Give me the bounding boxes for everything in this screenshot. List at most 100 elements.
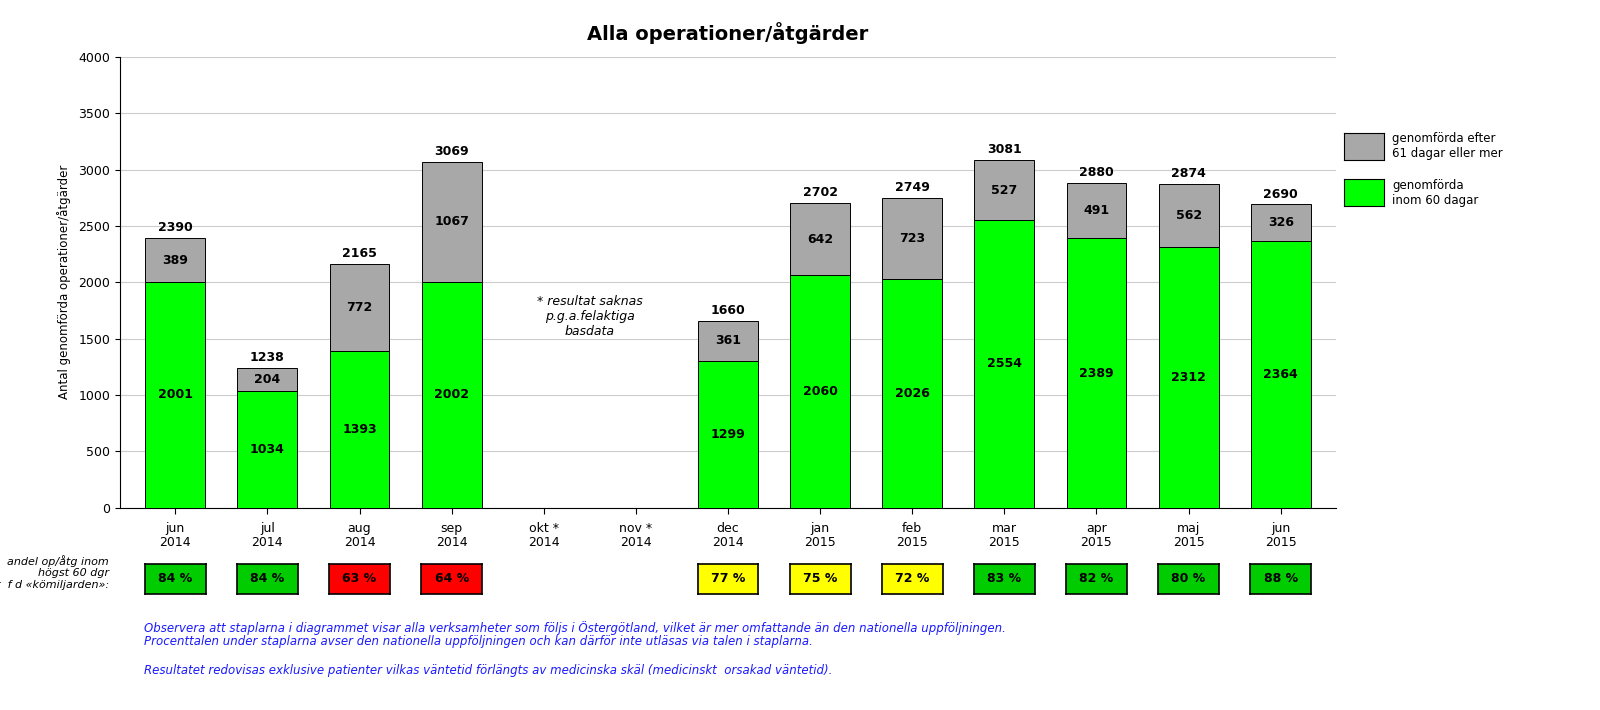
Text: 2014: 2014 xyxy=(251,536,283,549)
Text: 1299: 1299 xyxy=(710,428,746,441)
Text: jan: jan xyxy=(811,522,830,535)
Text: 2014: 2014 xyxy=(160,536,190,549)
Text: 326: 326 xyxy=(1267,217,1294,229)
Bar xyxy=(330,263,389,351)
Text: Resultatet redovisas exklusive patienter vilkas väntetid förlängts av medicinska: Resultatet redovisas exklusive patienter… xyxy=(144,665,832,677)
Bar xyxy=(1067,183,1126,239)
Bar xyxy=(1158,184,1219,247)
Bar xyxy=(790,275,850,508)
Bar xyxy=(422,162,482,282)
Title: Alla operationer/åtgärder: Alla operationer/åtgärder xyxy=(587,22,869,44)
Text: sep: sep xyxy=(440,522,462,535)
Text: 2014: 2014 xyxy=(344,536,376,549)
Text: 389: 389 xyxy=(162,253,189,267)
Text: 2014: 2014 xyxy=(712,536,744,549)
Bar xyxy=(790,203,850,275)
Text: genomförda
inom 60 dagar: genomförda inom 60 dagar xyxy=(1392,179,1478,207)
Bar xyxy=(1158,247,1219,508)
Text: apr: apr xyxy=(1086,522,1107,535)
Text: 2026: 2026 xyxy=(894,387,930,400)
Text: 2690: 2690 xyxy=(1264,187,1298,200)
Text: 1393: 1393 xyxy=(342,422,378,436)
Text: 82 %: 82 % xyxy=(1080,572,1114,585)
Text: 527: 527 xyxy=(992,184,1018,197)
Text: dec: dec xyxy=(717,522,739,535)
Text: 2390: 2390 xyxy=(158,222,192,234)
Text: 3069: 3069 xyxy=(434,145,469,158)
Bar xyxy=(422,282,482,508)
Text: 2014: 2014 xyxy=(621,536,651,549)
Text: 2749: 2749 xyxy=(894,181,930,194)
Bar xyxy=(698,361,758,508)
Text: mar: mar xyxy=(992,522,1018,535)
Text: enligt  f d «kömiljarden»:: enligt f d «kömiljarden»: xyxy=(0,580,109,590)
Text: 2312: 2312 xyxy=(1171,371,1206,384)
Text: 642: 642 xyxy=(806,233,834,246)
Text: 1034: 1034 xyxy=(250,443,285,456)
Text: 2015: 2015 xyxy=(1266,536,1296,549)
Text: 1660: 1660 xyxy=(710,304,746,317)
Text: jun: jun xyxy=(166,522,186,535)
Bar xyxy=(974,160,1034,220)
Text: nov *: nov * xyxy=(619,522,653,535)
Text: 2389: 2389 xyxy=(1078,366,1114,380)
Text: maj: maj xyxy=(1178,522,1200,535)
Text: 83 %: 83 % xyxy=(987,572,1021,585)
Text: 2001: 2001 xyxy=(158,388,192,401)
Bar xyxy=(146,282,205,508)
Text: 2015: 2015 xyxy=(1173,536,1205,549)
Text: 72 %: 72 % xyxy=(894,572,930,585)
Text: Observera att staplarna i diagrammet visar alla verksamheter som följs i Östergö: Observera att staplarna i diagrammet vis… xyxy=(144,621,1006,635)
Bar xyxy=(882,198,942,279)
Text: 2014: 2014 xyxy=(528,536,560,549)
Text: 2060: 2060 xyxy=(803,385,837,398)
Text: 80 %: 80 % xyxy=(1171,572,1206,585)
Text: 63 %: 63 % xyxy=(342,572,376,585)
Text: Procenttalen under staplarna avser den nationella uppföljningen och kan därför i: Procenttalen under staplarna avser den n… xyxy=(144,635,813,648)
Text: 2002: 2002 xyxy=(434,388,469,401)
Text: okt *: okt * xyxy=(528,522,558,535)
Text: 1238: 1238 xyxy=(250,351,285,364)
Text: 1067: 1067 xyxy=(434,215,469,229)
Text: feb: feb xyxy=(902,522,922,535)
Text: andel op/åtg inom: andel op/åtg inom xyxy=(6,555,109,567)
Text: 772: 772 xyxy=(346,300,373,314)
Text: jul: jul xyxy=(259,522,275,535)
Text: * resultat saknas
p.g.a.felaktiga
basdata: * resultat saknas p.g.a.felaktiga basdat… xyxy=(538,295,643,337)
Text: 2014: 2014 xyxy=(435,536,467,549)
Text: 77 %: 77 % xyxy=(710,572,746,585)
Text: 2554: 2554 xyxy=(987,357,1022,370)
Bar xyxy=(974,220,1034,508)
Text: 3081: 3081 xyxy=(987,143,1022,156)
Bar xyxy=(882,279,942,508)
Text: 2015: 2015 xyxy=(1080,536,1112,549)
Text: 2880: 2880 xyxy=(1078,166,1114,179)
Text: 2165: 2165 xyxy=(342,246,378,260)
Text: aug: aug xyxy=(347,522,371,535)
Bar xyxy=(698,320,758,361)
Text: högst 60 dgr: högst 60 dgr xyxy=(38,568,109,578)
Bar xyxy=(237,368,298,391)
Text: 2015: 2015 xyxy=(805,536,835,549)
Text: 75 %: 75 % xyxy=(803,572,837,585)
Text: genomförda efter
61 dagar eller mer: genomförda efter 61 dagar eller mer xyxy=(1392,132,1502,160)
Text: 723: 723 xyxy=(899,232,925,245)
Text: 2015: 2015 xyxy=(896,536,928,549)
Text: 2874: 2874 xyxy=(1171,167,1206,180)
Text: 64 %: 64 % xyxy=(435,572,469,585)
Text: 204: 204 xyxy=(254,373,280,386)
Text: 361: 361 xyxy=(715,334,741,347)
Bar xyxy=(1251,204,1310,241)
Bar xyxy=(1067,239,1126,508)
Text: 2702: 2702 xyxy=(803,186,838,200)
Text: 84 %: 84 % xyxy=(250,572,285,585)
Text: 84 %: 84 % xyxy=(158,572,192,585)
Text: 88 %: 88 % xyxy=(1264,572,1298,585)
Text: 562: 562 xyxy=(1176,209,1202,222)
Bar xyxy=(146,239,205,282)
Text: 491: 491 xyxy=(1083,204,1109,217)
Text: 2364: 2364 xyxy=(1264,368,1298,381)
Bar xyxy=(1251,241,1310,508)
Y-axis label: Antal genomförda operationer/åtgärder: Antal genomförda operationer/åtgärder xyxy=(58,165,72,400)
Text: jun: jun xyxy=(1270,522,1290,535)
